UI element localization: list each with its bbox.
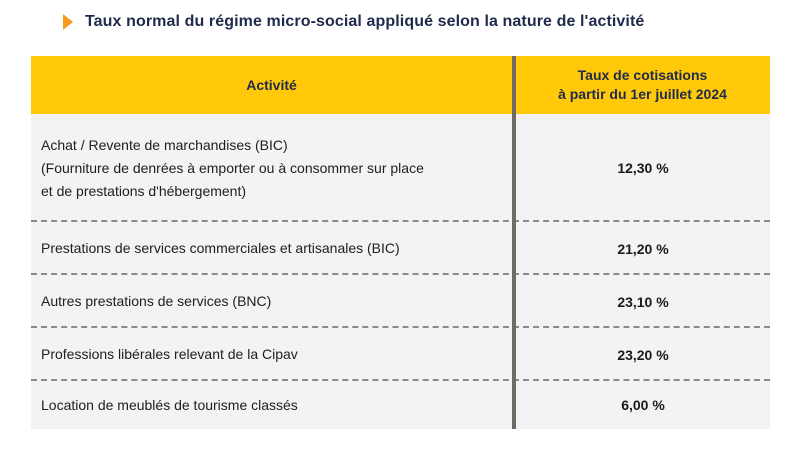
table-header: Activité Taux de cotisations à partir du… [31, 56, 770, 114]
row-divider [31, 379, 770, 381]
table-row: Location de meublés de tourisme classés … [31, 381, 770, 429]
header-activity: Activité [246, 76, 297, 93]
column-divider [512, 56, 516, 429]
activity-line: et de prestations d'hébergement) [41, 182, 247, 199]
activity-line: (Fourniture de denrées à emporter ou à c… [41, 159, 424, 176]
table-row: Achat / Revente de marchandises (BIC) (F… [31, 114, 770, 222]
activity-line: Achat / Revente de marchandises (BIC) [41, 136, 288, 153]
title-row: Taux normal du régime micro-social appli… [63, 13, 644, 31]
activity-line: Autres prestations de services (BNC) [41, 293, 272, 309]
table-row: Professions libérales relevant de la Cip… [31, 328, 770, 381]
activity-line: Location de meublés de tourisme classés [41, 396, 298, 413]
activity-cell: Location de meublés de tourisme classés [41, 381, 503, 429]
row-divider [31, 220, 770, 222]
rate-cell: 23,20 % [617, 346, 669, 363]
activity-line: Prestations de services commerciales et … [41, 240, 400, 256]
page-title: Taux normal du régime micro-social appli… [85, 13, 645, 30]
rate-cell: 21,20 % [617, 240, 669, 257]
rate-cell: 23,10 % [617, 293, 669, 310]
activity-cell: Prestations de services commerciales et … [41, 222, 503, 275]
rate-cell: 6,00 % [621, 397, 665, 413]
activity-line: Professions libérales relevant de la Cip… [41, 346, 298, 362]
activity-cell: Professions libérales relevant de la Cip… [41, 328, 503, 381]
table-row: Autres prestations de services (BNC) 23,… [31, 275, 770, 328]
rate-cell: 12,30 % [617, 160, 669, 176]
header-rate-line2: à partir du 1er juillet 2024 [558, 86, 727, 102]
table-row: Prestations de services commerciales et … [31, 222, 770, 275]
rates-table: Activité Taux de cotisations à partir du… [31, 56, 770, 429]
header-rate: Taux de cotisations à partir du 1er juil… [515, 56, 770, 114]
activity-cell: Achat / Revente de marchandises (BIC) (F… [41, 114, 503, 222]
header-rate-line1: Taux de cotisations [577, 67, 708, 83]
arrow-right-icon [63, 14, 73, 30]
row-divider [31, 326, 770, 328]
activity-cell: Autres prestations de services (BNC) [41, 275, 503, 328]
row-divider [31, 273, 770, 275]
